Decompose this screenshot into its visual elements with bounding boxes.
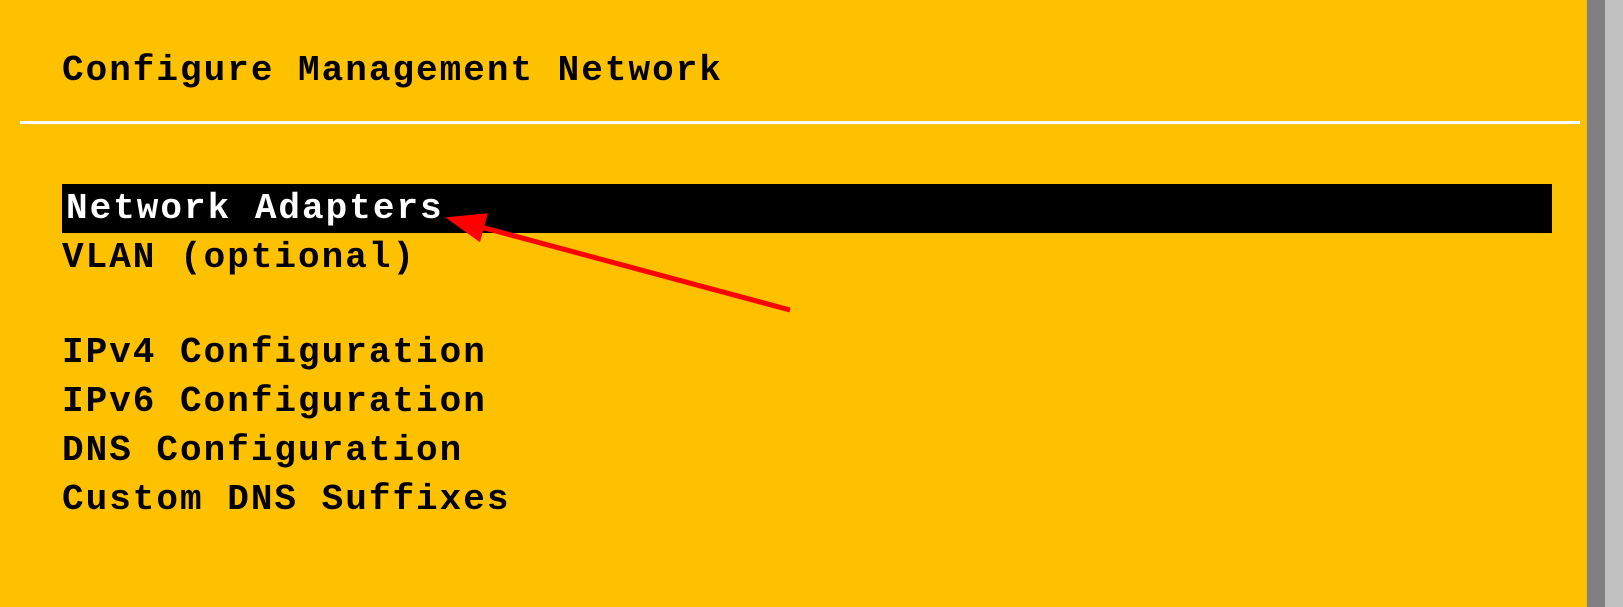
frame-right-border bbox=[1587, 0, 1623, 607]
menu-list: Network Adapters VLAN (optional) IPv4 Co… bbox=[20, 124, 1580, 524]
frame-right-border-inner bbox=[1605, 0, 1623, 607]
menu-item-vlan-optional[interactable]: VLAN (optional) bbox=[62, 233, 1552, 282]
menu-item-network-adapters[interactable]: Network Adapters bbox=[62, 184, 1552, 233]
screen-frame: Configure Management Network Network Ada… bbox=[0, 0, 1623, 607]
menu-item-custom-dns-suffixes[interactable]: Custom DNS Suffixes bbox=[62, 475, 1552, 524]
menu-item-dns-configuration[interactable]: DNS Configuration bbox=[62, 426, 1552, 475]
dcui-panel: Configure Management Network Network Ada… bbox=[20, 22, 1580, 607]
menu-item-ipv4-configuration[interactable]: IPv4 Configuration bbox=[62, 328, 1552, 377]
menu-group-gap bbox=[62, 282, 1580, 328]
page-title: Configure Management Network bbox=[20, 22, 1580, 124]
menu-item-ipv6-configuration[interactable]: IPv6 Configuration bbox=[62, 377, 1552, 426]
